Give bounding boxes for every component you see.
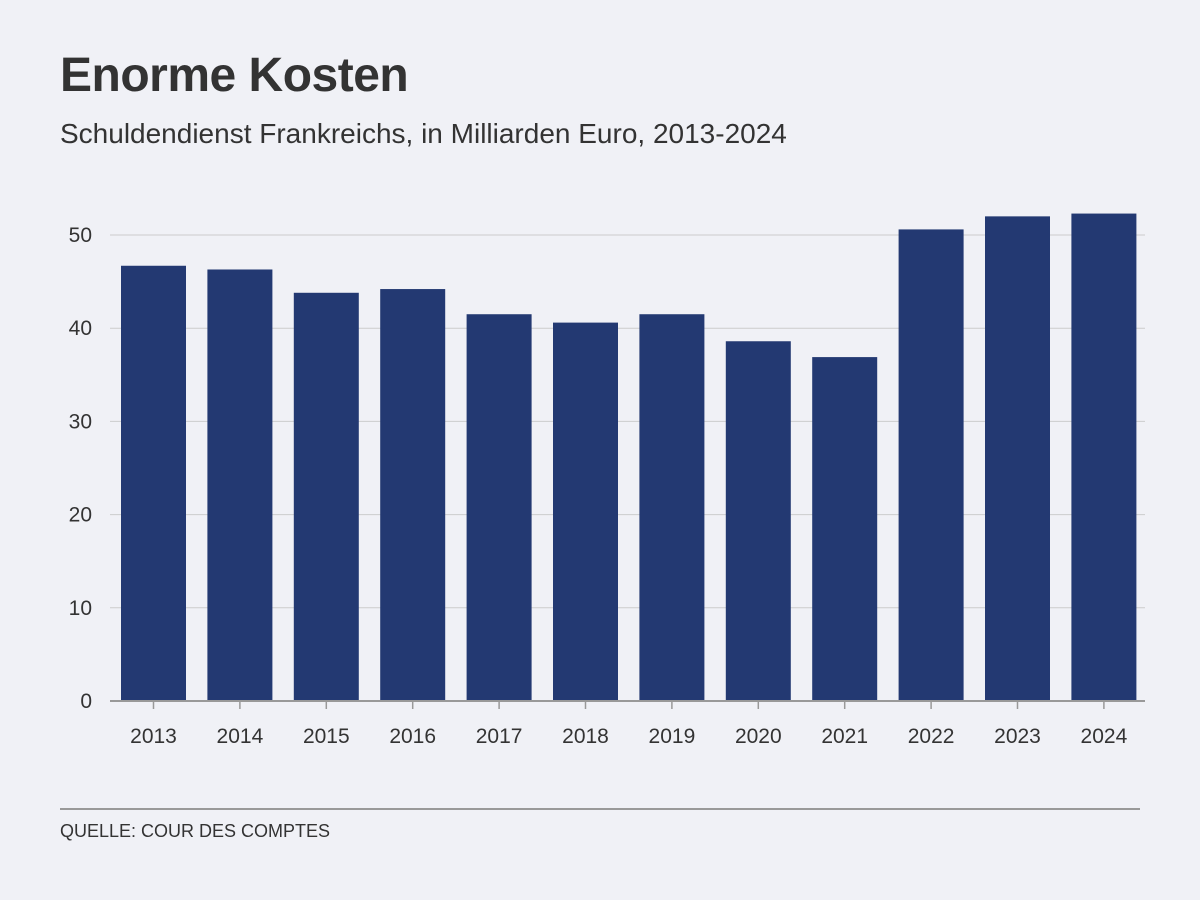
axes: 0 10 20 30 40 50 2013 2014 2015 2016 2017 2018 2019 2… — [69, 224, 1145, 748]
x-tick-label-2020: 2020 — [735, 725, 782, 748]
bar-2015 — [293, 292, 359, 701]
chart-subtitle: Schuldendienst Frankreichs, in Milliarde… — [60, 118, 787, 149]
bar-2013 — [121, 265, 186, 701]
x-tick-label-2014: 2014 — [217, 725, 264, 748]
bar-2023 — [985, 216, 1050, 702]
bar-2017 — [466, 314, 532, 701]
y-tick-label: 0 — [80, 690, 92, 713]
bar-2024 — [1071, 213, 1137, 701]
bar-2021 — [812, 357, 878, 701]
x-tick-label-2022: 2022 — [908, 725, 955, 748]
gridlines — [110, 234, 1145, 609]
bar-2014 — [207, 269, 273, 701]
chart-title: Enorme Kosten — [60, 49, 409, 102]
x-tick-label-2024: 2024 — [1081, 725, 1128, 748]
x-tick-label-2021: 2021 — [821, 725, 868, 748]
bar-2022 — [898, 229, 964, 701]
x-tick-label-2018: 2018 — [562, 725, 609, 748]
bar-2016 — [380, 289, 446, 701]
bar-2019 — [639, 314, 705, 701]
bar-2018 — [553, 322, 618, 701]
x-tick-label-2016: 2016 — [389, 725, 436, 748]
x-tick-label-2013: 2013 — [130, 725, 177, 748]
y-tick-label: 10 — [69, 597, 92, 620]
y-tick-label: 30 — [69, 410, 92, 433]
y-tick-label: 40 — [69, 317, 92, 340]
footer-divider — [60, 808, 1140, 810]
bars — [121, 213, 1137, 702]
y-tick-label: 50 — [69, 224, 92, 247]
source-note: QUELLE: COUR DES COMPTES — [60, 821, 331, 841]
bar-chart: 0 10 20 30 40 50 2013 2014 2015 2016 2017 2018 2019 2… — [69, 213, 1145, 748]
x-tick-label-2019: 2019 — [649, 725, 696, 748]
x-tick-label-2017: 2017 — [476, 725, 523, 748]
x-tick-label-2023: 2023 — [994, 725, 1041, 748]
bar-2020 — [725, 341, 791, 701]
x-tick-label-2015: 2015 — [303, 725, 350, 748]
y-tick-label: 20 — [69, 504, 92, 527]
